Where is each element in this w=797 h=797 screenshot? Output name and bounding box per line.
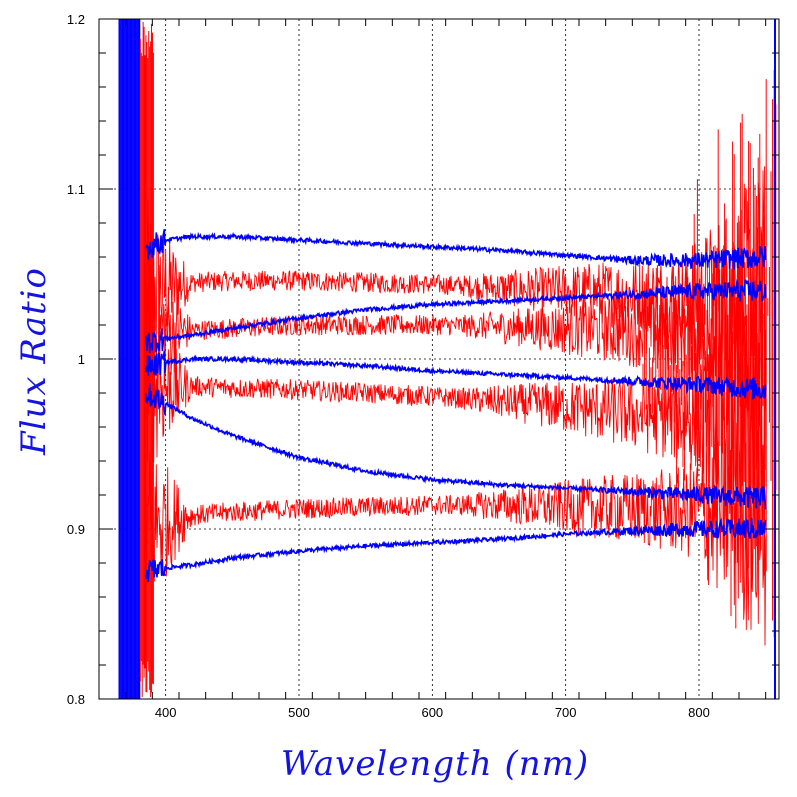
y-tick-label: 1 — [78, 352, 85, 367]
y-tick-label: 1.1 — [67, 182, 85, 197]
smooth-ratio-line — [144, 350, 767, 400]
smooth-ratio-line — [145, 229, 767, 271]
smooth-ratio-line — [144, 383, 767, 510]
y-axis-title: Flux Ratio — [14, 267, 54, 456]
smooth-ratio-line — [144, 278, 767, 353]
axes — [98, 18, 780, 700]
x-tick-label: 400 — [155, 705, 177, 720]
x-tick-label: 800 — [688, 705, 710, 720]
y-tick-label: 0.9 — [67, 522, 85, 537]
y-tick-label: 0.8 — [67, 692, 85, 707]
series-group — [118, 19, 777, 699]
x-axis-title: Wavelength (nm) — [281, 744, 589, 784]
x-tick-label: 600 — [421, 705, 443, 720]
smooth-ratio-line — [144, 517, 767, 583]
tick-labels: 400 500 600 700 800 0.8 0.9 1 1.1 1.2 — [67, 12, 710, 720]
x-tick-label: 500 — [288, 705, 310, 720]
noisy-spectrum-line — [145, 388, 767, 646]
y-tick-label: 1.2 — [67, 12, 85, 27]
x-tick-label: 700 — [555, 705, 577, 720]
